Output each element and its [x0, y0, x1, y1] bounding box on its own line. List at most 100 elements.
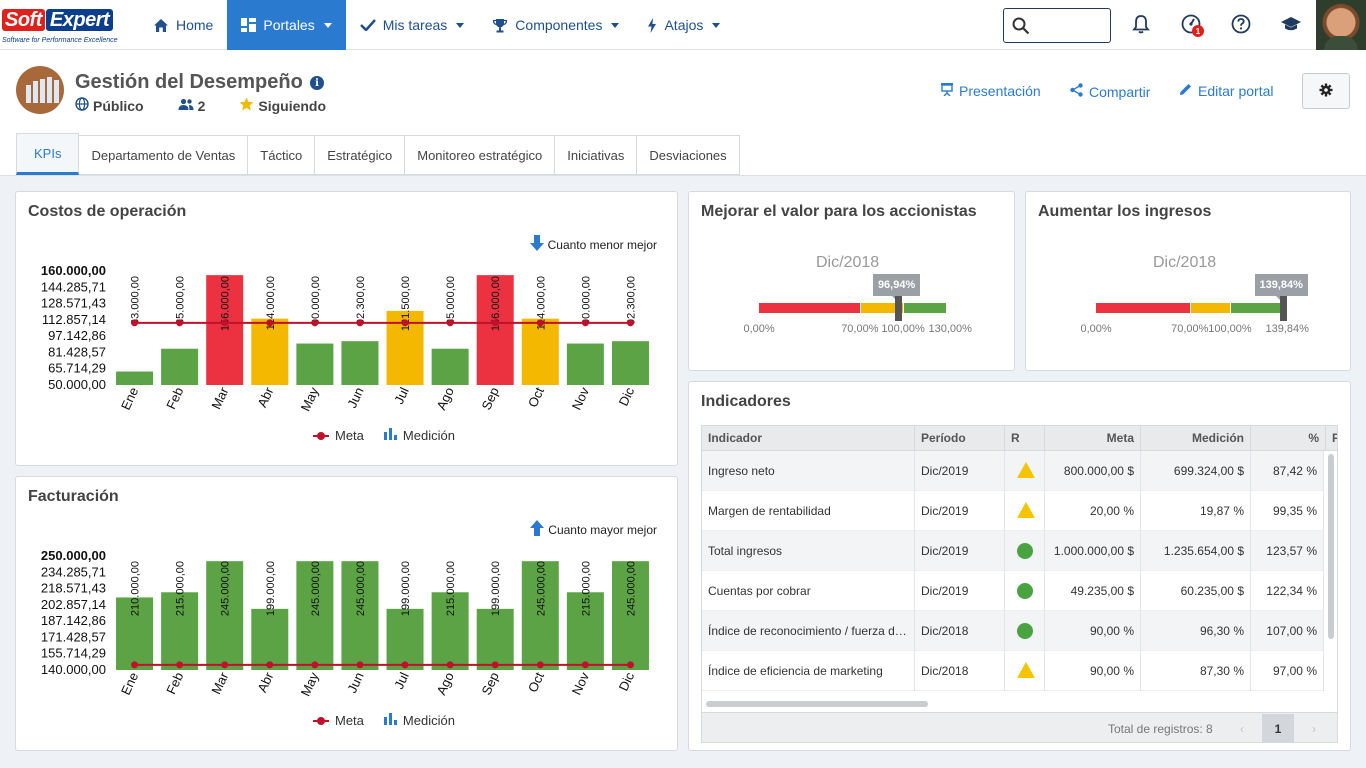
x-tick-label: Ene	[118, 385, 141, 412]
tab-desviaciones[interactable]: Desviaciones	[637, 135, 740, 175]
meta-point	[446, 661, 454, 669]
notifications-button[interactable]	[1129, 13, 1153, 37]
portal-settings-button[interactable]	[1302, 73, 1350, 109]
nav-componentes[interactable]: Componentes	[478, 0, 633, 50]
col-periodo[interactable]: Período	[915, 426, 1005, 451]
visibility-label: Público	[93, 97, 144, 114]
data-label: 90.000,00	[580, 276, 592, 325]
tab-monitoreo-estrategico[interactable]: Monitoreo estratégico	[405, 135, 556, 175]
gauge-label-min: 0,00%	[1080, 323, 1112, 335]
presentation-button[interactable]: Presentación	[941, 83, 1041, 99]
nav-mis-tareas[interactable]: Mis tareas	[346, 0, 479, 50]
search-input[interactable]	[1034, 15, 1106, 37]
col-r[interactable]: R	[1005, 426, 1045, 451]
y-tick-label: 97.142,86	[48, 328, 106, 343]
col-pct[interactable]: %	[1251, 426, 1326, 451]
y-tick-label: 140.000,00	[41, 662, 106, 677]
data-label: 245.000,00	[310, 561, 322, 616]
data-label: 199.000,00	[265, 561, 277, 616]
info-icon[interactable]: i	[310, 76, 324, 90]
chevron-down-icon	[611, 22, 620, 28]
cell-medicion: 1.235.654,00 $	[1141, 531, 1251, 571]
col-medicion[interactable]: Medición	[1141, 426, 1251, 451]
meta-point	[221, 319, 229, 327]
gauge-label-min: 0,00%	[743, 323, 775, 335]
members-indicator[interactable]: 2	[178, 98, 205, 114]
cell-indicador: Total ingresos	[702, 531, 915, 571]
data-label: 92.300,00	[355, 276, 367, 325]
nav-atajos[interactable]: Atajos	[633, 0, 734, 50]
nav-portales[interactable]: Portales	[227, 0, 346, 50]
data-label: 210.000,00	[130, 561, 142, 616]
cell-periodo: Dic/2019	[915, 491, 1005, 531]
table-row[interactable]: Índice de eficiencia de marketing Dic/201…	[702, 651, 1324, 691]
gauge-band-red	[759, 303, 860, 313]
x-tick-label: Feb	[163, 670, 186, 697]
share-button[interactable]: Compartir	[1070, 83, 1150, 100]
nav-home[interactable]: Home	[139, 0, 227, 50]
user-avatar[interactable]	[1316, 0, 1366, 50]
vertical-scrollbar[interactable]	[1328, 454, 1334, 639]
cell-meta: 90,00 %	[1045, 651, 1141, 691]
green-circle-icon	[1017, 583, 1033, 599]
x-tick-label: Jun	[344, 385, 366, 410]
gauge-accionistas-panel: Mejorar el valor para los accionistas Di…	[688, 191, 1015, 371]
cell-periodo: Dic/2018	[915, 611, 1005, 651]
cell-medicion: 19,87 %	[1141, 491, 1251, 531]
tab-iniciativas[interactable]: Iniciativas	[555, 135, 638, 175]
col-meta[interactable]: Meta	[1045, 426, 1141, 451]
green-circle-icon	[1017, 623, 1033, 639]
table-row[interactable]: Cuentas por cobrar Dic/2019 49.235,00 $60.…	[702, 571, 1324, 611]
col-f[interactable]: F	[1326, 426, 1337, 451]
table-row[interactable]: Margen de rentabilidad Dic/2019 20,00 % 19,…	[702, 491, 1324, 531]
softexpert-logo[interactable]: Soft Expert Software for Performance Exce…	[0, 7, 130, 47]
chevron-down-icon	[323, 22, 332, 28]
legend-meta-swatch	[313, 431, 329, 440]
next-page-button[interactable]: ›	[1312, 722, 1316, 736]
training-button[interactable]	[1279, 13, 1303, 37]
horizontal-scrollbar[interactable]	[706, 701, 928, 707]
arrow-up-icon	[530, 520, 545, 539]
tab-tactico[interactable]: Táctico	[248, 135, 316, 175]
bar-ene	[116, 371, 154, 385]
data-label: 215.000,00	[445, 561, 457, 616]
help-button[interactable]	[1229, 13, 1253, 37]
follow-toggle[interactable]: Siguiendo	[239, 97, 326, 114]
meta-point	[176, 319, 184, 327]
edit-portal-label: Editar portal	[1198, 83, 1274, 99]
table-row[interactable]: Ingreso neto Dic/2019 800.000,00 $699.324,…	[702, 451, 1324, 491]
edit-portal-button[interactable]: Editar portal	[1179, 83, 1273, 99]
table-row[interactable]: Total ingresos Dic/2019 1.000.000,00 $1.23…	[702, 531, 1324, 571]
gauge-label-max: 130,00%	[928, 323, 972, 335]
tab-departamento-ventas[interactable]: Departamento de Ventas	[79, 135, 249, 175]
x-tick-label: Feb	[163, 385, 186, 412]
meta-point	[581, 661, 589, 669]
gauge-label-max: 139,84%	[1265, 323, 1309, 335]
bar-chart-icon	[383, 713, 397, 728]
indicadores-panel: Indicadores Indicador Período R Meta Med…	[688, 381, 1351, 751]
arrow-down-icon	[529, 235, 544, 254]
meta-point	[176, 661, 184, 669]
bar-jul	[386, 608, 424, 670]
meta-point	[491, 661, 499, 669]
globe-icon	[75, 97, 89, 114]
bar-jun	[341, 341, 379, 385]
gauge-band-yellow	[860, 303, 903, 313]
current-page[interactable]: 1	[1262, 714, 1294, 742]
x-tick-label: Jun	[344, 670, 366, 695]
bar-oct	[521, 318, 559, 385]
cell-periodo: Dic/2019	[915, 451, 1005, 491]
x-tick-label: Ago	[433, 670, 456, 697]
x-tick-label: Ago	[433, 385, 456, 412]
data-label: 245.000,00	[535, 561, 547, 616]
pending-tasks-button[interactable]: 1	[1179, 13, 1204, 37]
prev-page-button[interactable]: ‹	[1240, 722, 1244, 736]
main-nav: Home Portales Mis tareas Componentes Ata…	[139, 0, 734, 50]
tab-kpis[interactable]: KPIs	[16, 133, 80, 175]
chart-legend: Meta Medición	[313, 713, 455, 728]
col-indicador[interactable]: Indicador	[702, 426, 915, 451]
bell-icon	[1132, 14, 1150, 37]
tab-estrategico[interactable]: Estratégico	[315, 135, 406, 175]
gauge-label-100: 100,00%	[881, 323, 925, 335]
table-row[interactable]: Índice de reconocimiento / fuerza de mar…	[702, 611, 1324, 651]
